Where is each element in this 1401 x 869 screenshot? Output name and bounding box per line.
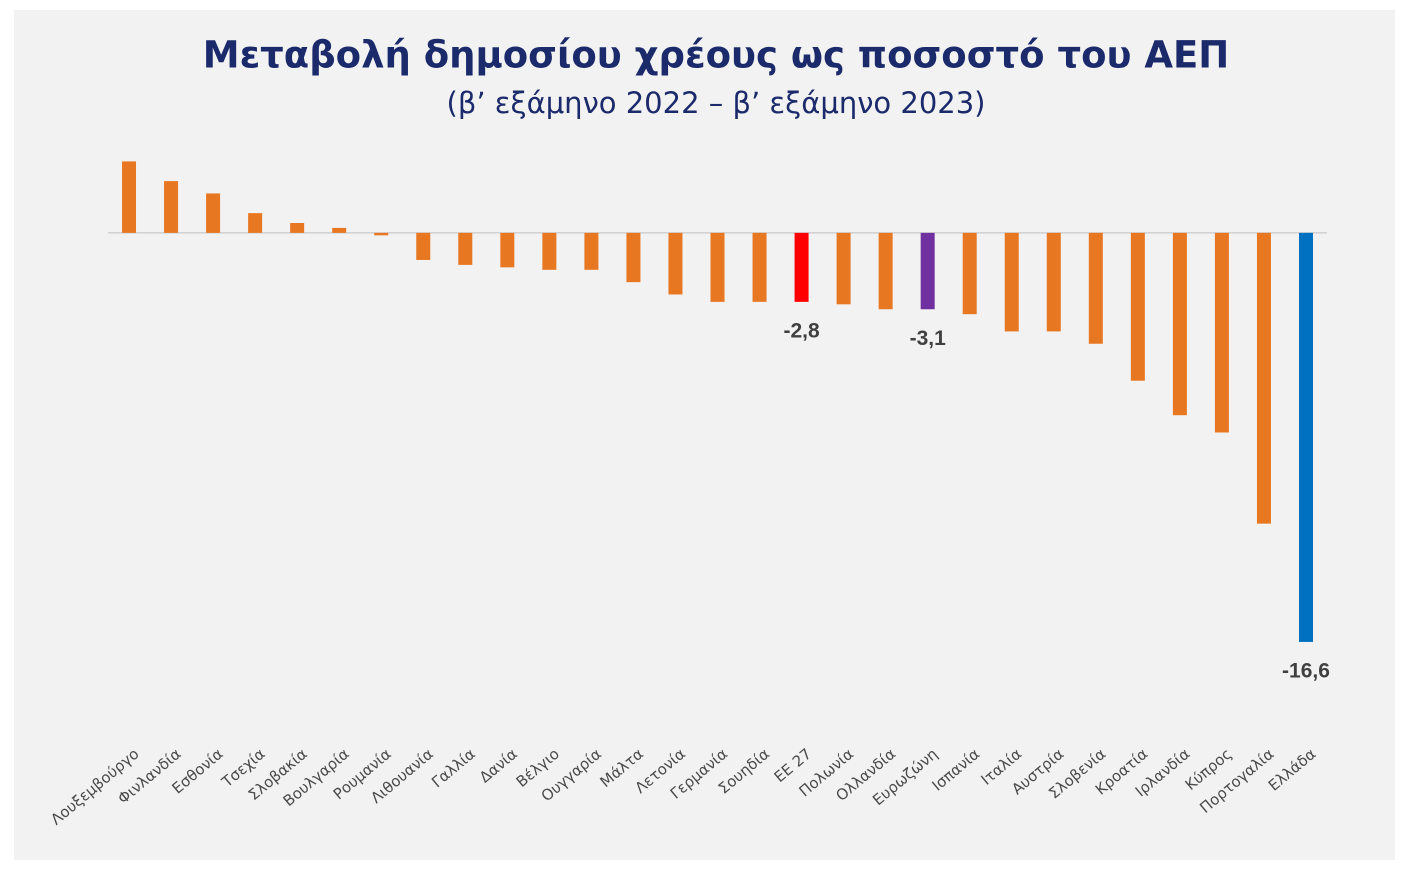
bar xyxy=(206,193,221,233)
bar xyxy=(752,232,767,302)
data-label: -16,6 xyxy=(1282,659,1330,682)
bar xyxy=(416,232,431,260)
bar xyxy=(1214,232,1229,433)
bar xyxy=(500,232,515,268)
bar xyxy=(584,232,599,270)
bar xyxy=(542,232,557,270)
bar xyxy=(1004,232,1019,332)
bar xyxy=(1298,232,1313,642)
bar xyxy=(122,161,137,233)
bar xyxy=(1088,232,1103,344)
bar xyxy=(164,181,179,233)
bar xyxy=(248,213,263,233)
bar xyxy=(710,232,725,302)
bar xyxy=(836,232,851,305)
chart-subtitle: (β’ εξάμηνο 2022 – β’ εξάμηνο 2023) xyxy=(447,86,986,120)
bar xyxy=(1172,232,1187,416)
bar xyxy=(332,227,347,233)
bar xyxy=(794,232,809,302)
bar xyxy=(668,232,683,295)
data-label: -3,1 xyxy=(910,327,947,350)
bar xyxy=(1130,232,1145,381)
bar xyxy=(290,222,305,233)
bar xyxy=(878,232,893,310)
bar xyxy=(920,232,935,310)
data-label: -2,8 xyxy=(783,319,820,342)
bar xyxy=(962,232,977,315)
bar xyxy=(626,232,641,283)
chart-title: Μεταβολή δημοσίου χρέους ως ποσοστό του … xyxy=(203,34,1229,77)
chart-background xyxy=(14,10,1395,860)
bar xyxy=(1256,232,1271,524)
bar xyxy=(374,232,389,236)
bar xyxy=(458,232,473,265)
bar xyxy=(1046,232,1061,332)
